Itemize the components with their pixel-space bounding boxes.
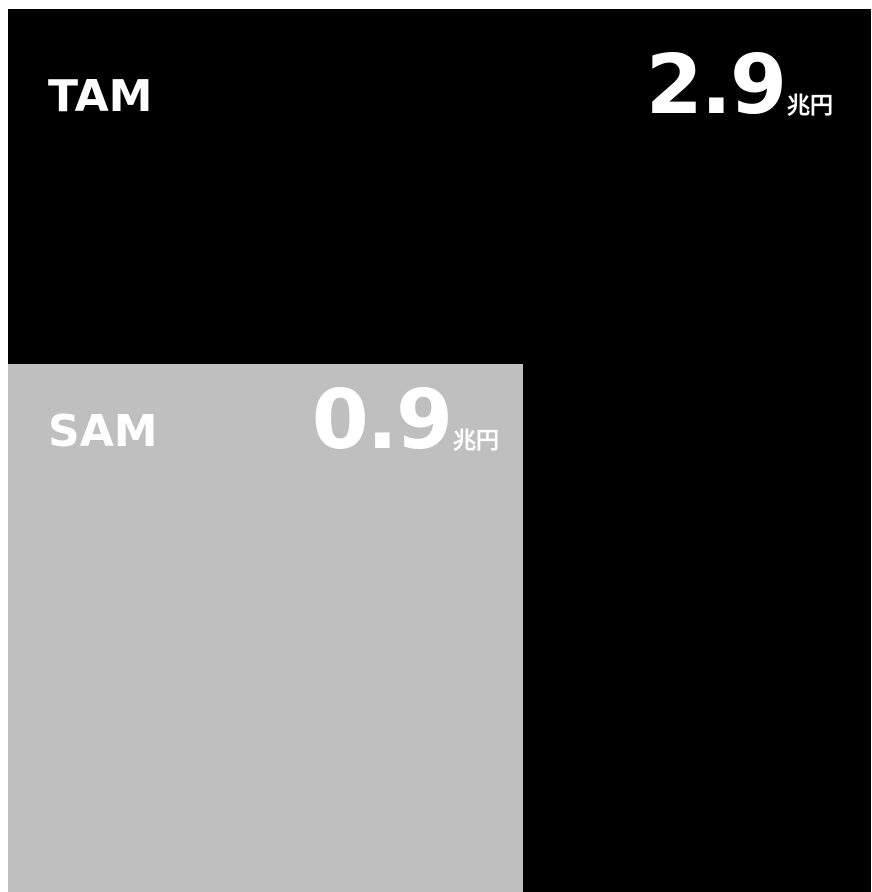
sam-label: SAM [48, 406, 158, 457]
sam-figure: 0.9 兆円 [312, 380, 499, 462]
tam-value: 2.9 [645, 38, 787, 133]
tam-figure: 2.9 兆円 [646, 45, 833, 127]
sam-box: SAM 0.9 兆円 [8, 364, 523, 892]
tam-unit: 兆円 [787, 93, 833, 119]
sam-value: 0.9 [311, 373, 453, 468]
sam-unit: 兆円 [453, 428, 499, 454]
tam-label: TAM [48, 71, 153, 122]
